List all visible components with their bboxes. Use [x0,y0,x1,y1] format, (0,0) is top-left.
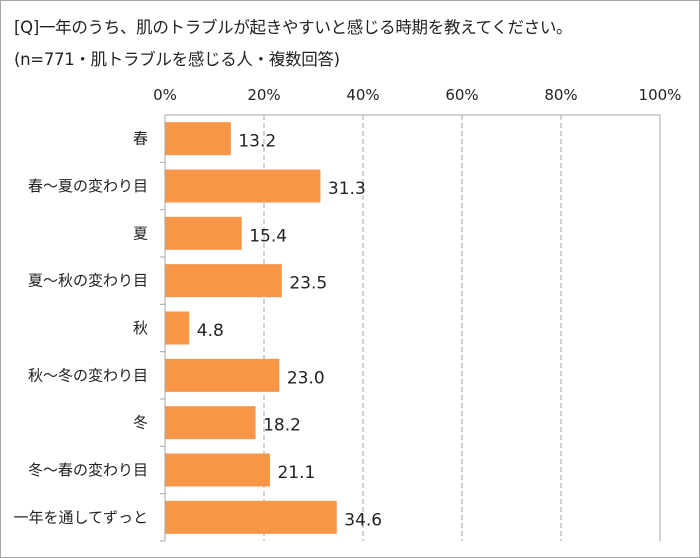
x-tick-label: 100% [639,86,682,104]
bar [165,169,321,203]
category-label: 秋 [133,319,148,337]
bar [165,216,242,250]
category-label: 冬 [133,414,148,432]
category-label: 秋～冬の変わり目 [28,366,148,384]
x-tick-label: 40% [346,86,379,104]
bar [165,311,190,345]
chart-title: [Q]一年のうち、肌のトラブルが起きやすいと感じる時期を教えてください。 [14,18,573,37]
data-label: 31.3 [328,179,366,199]
bar [165,358,280,392]
category-label: 一年を通してずっと [13,508,148,526]
bar [165,122,231,156]
bar [165,500,337,534]
x-tick-label: 60% [445,86,478,104]
category-label: 夏～秋の変わり目 [28,272,148,290]
data-label: 34.6 [344,510,382,530]
bar [165,453,270,487]
data-label: 4.8 [197,321,224,341]
category-label: 春 [133,130,148,148]
x-tick-label: 0% [153,86,177,104]
bar [165,406,256,440]
data-label: 23.5 [289,274,327,294]
chart-subtitle: (n=771・肌トラブルを感じる人・複数回答) [14,50,340,69]
category-label: 冬～春の変わり目 [28,461,148,479]
data-label: 13.2 [238,132,276,152]
data-label: 23.0 [287,368,325,388]
x-tick-label: 20% [247,86,280,104]
x-tick-label: 80% [544,86,577,104]
category-label: 夏 [133,224,148,242]
data-label: 18.2 [263,416,301,436]
bar [165,264,282,298]
category-label: 春～夏の変わり目 [28,177,148,195]
data-label: 21.1 [277,463,315,483]
data-label: 15.4 [249,226,287,246]
